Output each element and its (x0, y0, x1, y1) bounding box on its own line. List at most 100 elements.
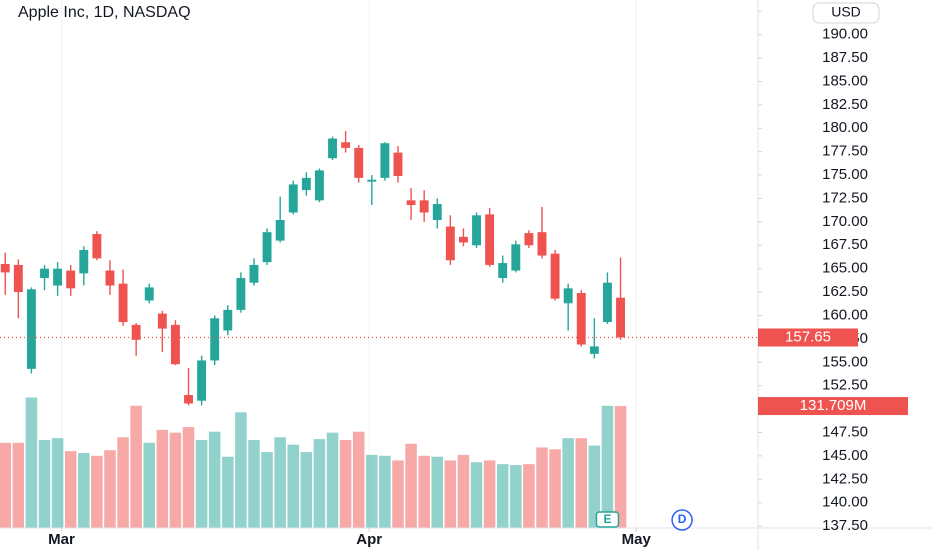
y-tick-label: 155.00 (822, 353, 868, 370)
candle-body (53, 268, 63, 286)
volume-bar (261, 452, 273, 528)
candle-body (184, 395, 193, 404)
volume-badge (758, 397, 908, 416)
candle-body (550, 253, 560, 299)
candle-body (485, 214, 495, 265)
volume-bar (143, 442, 156, 528)
volume-bar (313, 439, 326, 528)
candle-body (0, 264, 10, 273)
volume-bar (431, 456, 444, 528)
candle-body (210, 318, 220, 361)
y-tick-label: 145.00 (822, 447, 868, 464)
candle-body (275, 220, 285, 241)
currency-badge[interactable] (812, 2, 880, 24)
x-tick-label: Mar (48, 531, 75, 548)
last-price-label: 157.65 (785, 328, 831, 345)
y-tick-label: 167.50 (822, 236, 868, 253)
candle-body (602, 282, 612, 323)
candle-body (406, 200, 416, 206)
candle-body (393, 152, 403, 176)
candle-body (458, 236, 468, 243)
y-tick-label: 187.50 (822, 49, 868, 66)
volume-bar (614, 406, 627, 528)
x-tick-label: Apr (356, 531, 382, 548)
y-tick-label: 185.00 (822, 72, 868, 89)
y-tick-label: 165.00 (822, 260, 868, 277)
volume-bar (300, 452, 313, 528)
candle-body (341, 142, 351, 148)
volume-bar (483, 460, 496, 528)
event-dividend (671, 509, 693, 531)
volume-bar (418, 455, 430, 528)
y-tick-label: 152.50 (822, 377, 868, 394)
volume-bar (352, 431, 365, 528)
volume-bar (575, 438, 588, 528)
candle-body (118, 283, 128, 323)
volume-bar (208, 431, 221, 528)
volume-bar (562, 438, 574, 528)
candle-body (301, 177, 311, 191)
volume-bar (51, 438, 64, 528)
candle-body (537, 232, 547, 256)
volume-bar (326, 432, 339, 528)
volume-bar (366, 454, 378, 528)
candle-body (354, 147, 364, 178)
candle-body (288, 184, 298, 213)
volume-bar (457, 454, 470, 528)
candle-body (432, 204, 442, 220)
candle-body (131, 324, 141, 340)
volume-bar (235, 412, 247, 528)
volume-bar (444, 460, 457, 528)
volume-bar (130, 405, 142, 528)
y-tick-label: 160.00 (822, 306, 868, 323)
volume-bar (379, 455, 391, 528)
y-tick-label: 140.00 (822, 494, 868, 511)
y-tick-label: 180.00 (822, 119, 868, 136)
volume-bar (117, 437, 129, 528)
y-tick-label: 190.00 (822, 26, 868, 43)
candle-body (563, 288, 573, 304)
volume-bar (339, 440, 352, 528)
candle-body (419, 200, 429, 213)
candle-body (79, 249, 89, 274)
volume-bar (38, 440, 51, 528)
volume-bar (25, 397, 38, 528)
currency-label[interactable]: USD (831, 4, 861, 20)
volume-bar (536, 447, 548, 528)
candle-body (157, 313, 167, 329)
event-label: E (603, 512, 611, 526)
candle-body (314, 170, 324, 201)
volume-bar (12, 442, 25, 528)
candle-body (13, 264, 23, 293)
volume-bar (523, 464, 535, 528)
candle-body (589, 346, 599, 354)
candle-body (472, 215, 481, 246)
last-price-badge (758, 328, 858, 347)
candle-body (511, 244, 521, 271)
y-tick-label: 172.50 (822, 189, 868, 206)
volume-pane (0, 397, 627, 528)
volume-label: 131.709M (800, 397, 867, 414)
overlay: 157.65 131.709M E D (0, 328, 908, 531)
candle-body (92, 234, 102, 259)
y-tick-label: 170.00 (822, 213, 868, 230)
volume-bar (156, 429, 169, 528)
volume-bar (392, 460, 404, 528)
volume-bar (405, 443, 417, 528)
y-tick-label: 177.50 (822, 143, 868, 160)
volume-bar (64, 451, 77, 528)
candle-body (524, 233, 534, 246)
candle-body (576, 293, 586, 345)
candle-body (40, 268, 49, 279)
candle-body (616, 297, 625, 338)
volume-bar (274, 437, 286, 528)
volume-bar (78, 453, 90, 528)
volume-bar (601, 405, 614, 528)
candle-body (236, 278, 246, 310)
candle-body (328, 138, 337, 159)
volume-bar (287, 444, 300, 528)
candle-body (380, 143, 390, 178)
volume-bar (0, 442, 11, 528)
candle-body (197, 360, 207, 401)
